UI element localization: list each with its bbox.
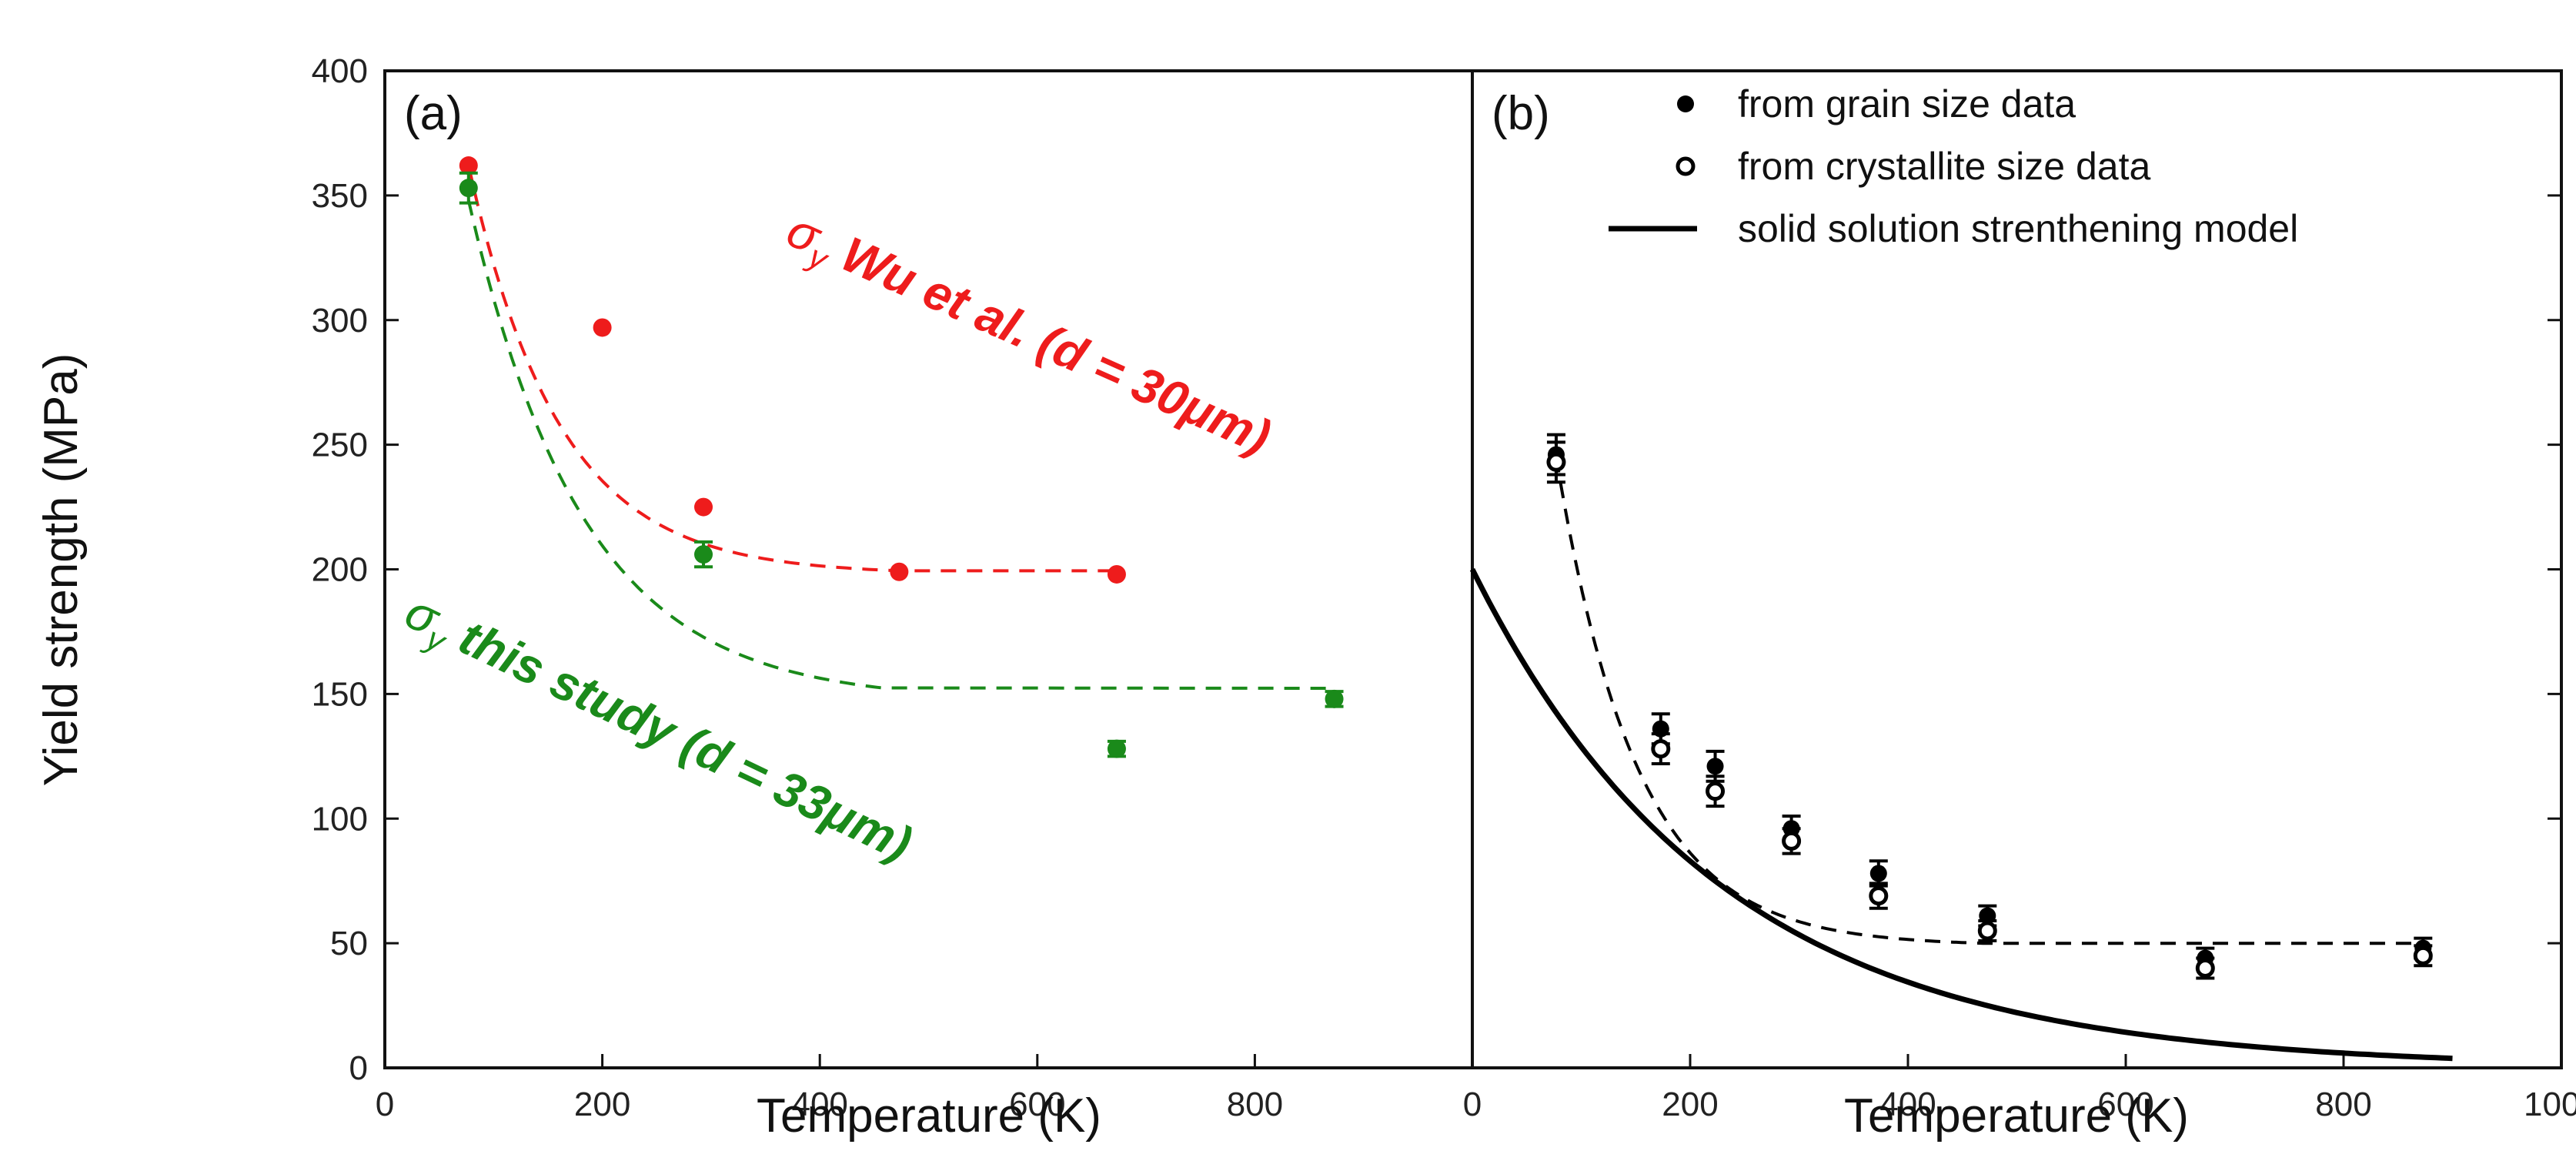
data-point-wu	[890, 562, 909, 581]
panel-a-label: (a)	[404, 87, 463, 140]
data-point-wu	[1107, 564, 1126, 584]
y-tick-label: 150	[312, 675, 368, 713]
x-axis-label-b: Temperature (K)	[1844, 1089, 2189, 1143]
data-point-crystallite	[1977, 921, 1997, 941]
legend-label-model: solid solution strenthening model	[1738, 207, 2298, 250]
data-point-this-study	[459, 179, 478, 198]
data-point-wu	[694, 497, 713, 517]
legend-marker-crystallite	[1676, 156, 1696, 176]
annotation-wu-rest: = 30μm)	[1073, 333, 1279, 465]
data-point-crystallite	[1782, 831, 1802, 851]
data-point-grain	[1869, 865, 1887, 882]
x-tick-label-b: 1000	[2524, 1086, 2576, 1123]
x-tick-label-b: 0	[1463, 1086, 1482, 1123]
y-tick-label: 300	[312, 302, 368, 340]
y-tick-label: 250	[312, 427, 368, 464]
y-tick-label: 0	[349, 1049, 368, 1087]
data-point-crystallite	[2413, 945, 2433, 965]
x-tick-label-a: 600	[1009, 1086, 1065, 1123]
data-point-this-study	[1325, 689, 1344, 708]
x-tick-label-a: 400	[791, 1086, 847, 1123]
data-point-crystallite	[1651, 739, 1671, 759]
data-point-this-study	[1107, 739, 1126, 758]
y-tick-label: 200	[312, 551, 368, 589]
x-tick-label-b: 200	[1662, 1086, 1718, 1123]
data-point-this-study	[694, 545, 713, 564]
x-tick-label-b: 600	[2097, 1086, 2153, 1123]
y-axis-label: Yield strength (MPa)	[35, 353, 88, 787]
legend-label-grain: from grain size data	[1738, 82, 2076, 125]
annotation-this-rest: = 33μm)	[715, 735, 920, 872]
annotation-this-text: this study (	[439, 603, 717, 774]
data-point-wu	[593, 318, 612, 337]
x-tick-label-b: 400	[1879, 1086, 1936, 1123]
x-tick-label-a: 800	[1227, 1086, 1283, 1123]
annotation-wu-text: Wu et al. (	[821, 220, 1073, 373]
legend-label-crystallite: from crystallite size data	[1738, 145, 2150, 188]
data-point-crystallite	[1706, 781, 1726, 801]
fit-line-b	[1555, 457, 2424, 945]
model-line	[1469, 567, 2453, 1062]
y-tick-label: 50	[330, 925, 368, 962]
data-point-grain	[1706, 758, 1724, 775]
x-axis-label-a: Temperature (K)	[757, 1089, 1101, 1143]
x-tick-label-a: 0	[376, 1086, 394, 1123]
x-tick-label-a: 200	[574, 1086, 630, 1123]
y-tick-label: 400	[312, 52, 368, 90]
fit-line-1	[466, 199, 1335, 690]
y-tick-label: 350	[312, 177, 368, 215]
x-tick-label-b: 800	[2315, 1086, 2371, 1123]
panel-b-label: (b)	[1492, 87, 1550, 140]
data-point-crystallite	[1869, 886, 1889, 906]
data-point-crystallite	[2195, 959, 2215, 978]
data-point-wu	[459, 156, 478, 176]
y-tick-label: 100	[312, 800, 368, 838]
fit-line-0	[466, 165, 1117, 573]
legend: from grain size data from crystallite si…	[1609, 82, 2298, 250]
annotation-this-study: σy this study (d = 33μm)	[394, 584, 920, 878]
data-point-crystallite	[1546, 452, 1566, 472]
legend-marker-grain	[1677, 95, 1694, 112]
annotation-wu: σy Wu et al. (d = 30μm)	[777, 202, 1279, 471]
